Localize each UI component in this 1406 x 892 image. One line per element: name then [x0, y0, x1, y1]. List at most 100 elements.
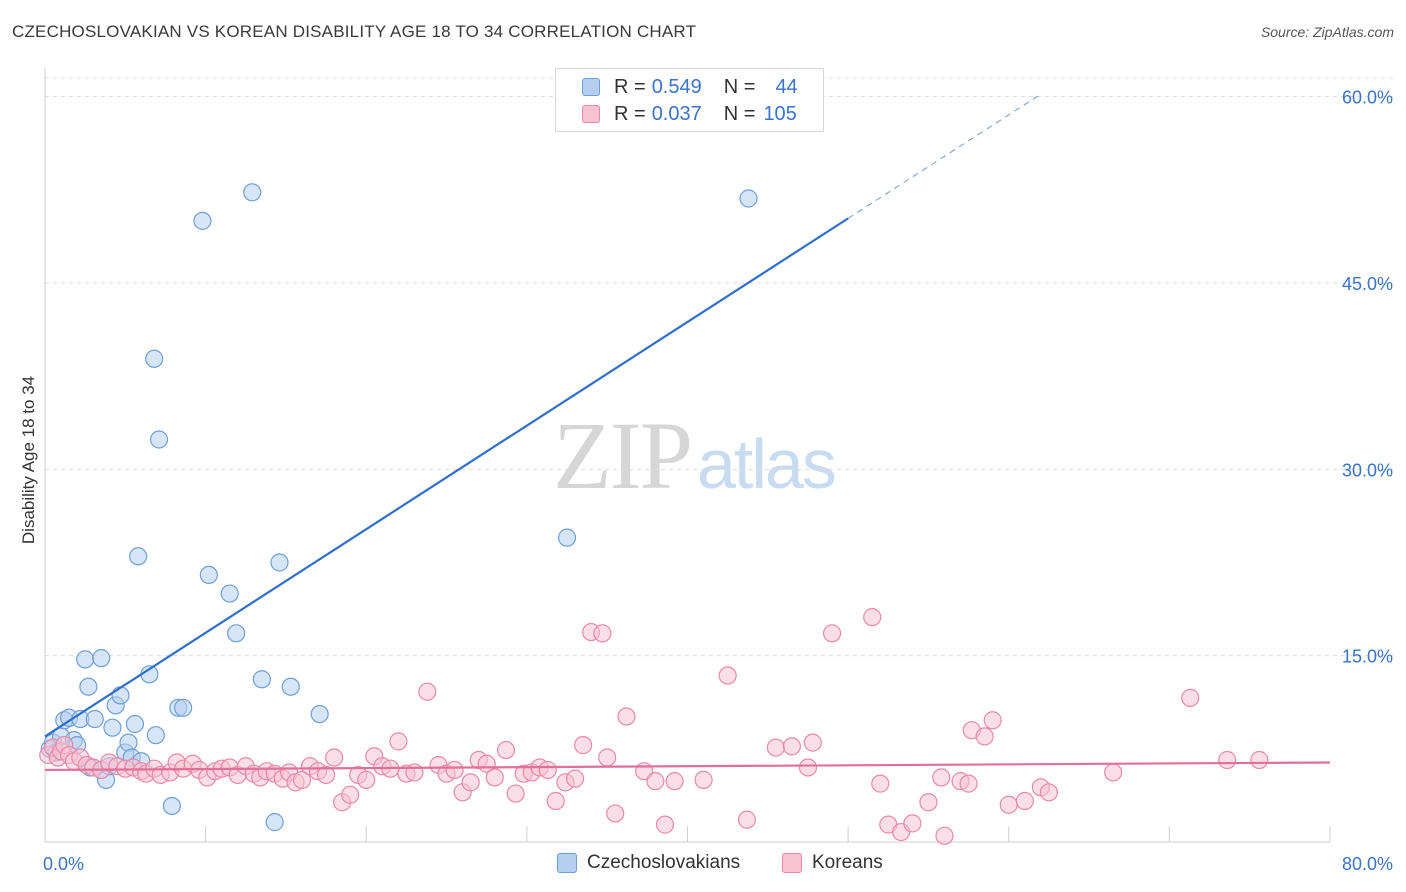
czechoslovakian-point	[92, 649, 111, 668]
korean-point	[316, 765, 336, 785]
korean-point	[598, 748, 617, 767]
korean-point	[822, 624, 842, 643]
series-legend: Czechoslovakians Koreans	[0, 852, 1406, 876]
czechoslovakian-point	[129, 547, 148, 566]
czechoslovakian-point	[174, 698, 193, 717]
czechoslovakian-point	[119, 733, 138, 752]
czechoslovakian-point	[162, 796, 181, 816]
czechoslovakian-point	[281, 677, 300, 696]
korean-point	[485, 768, 504, 787]
watermark-zip: ZIP	[553, 402, 693, 509]
korean-point	[803, 733, 822, 752]
korean-point	[389, 732, 408, 751]
korean-point	[932, 768, 951, 787]
korean-point	[506, 784, 525, 803]
korean-point	[405, 763, 424, 782]
czechoslovakian-points	[40, 183, 758, 832]
legend-r-label: R =	[614, 102, 646, 125]
legend-swatch-blue	[582, 78, 600, 96]
korean-point	[1218, 750, 1237, 770]
series-legend-koreans[interactable]: Koreans	[782, 852, 883, 874]
czechoslovakian-point	[265, 813, 284, 832]
korean-point	[919, 793, 938, 812]
korean-point	[292, 770, 312, 789]
korean-point	[418, 682, 437, 701]
czechoslovakian-point	[193, 211, 212, 230]
korean-point	[445, 760, 464, 780]
czechoslovakian-point	[310, 704, 329, 724]
korean-point	[646, 772, 665, 791]
y-tick-label: 45.0%	[1342, 274, 1393, 294]
x-tick-label-max: 80.0%	[1342, 854, 1393, 874]
czechoslovakian-point	[145, 349, 164, 368]
korean-point	[665, 772, 684, 791]
czechoslovakian-point	[149, 430, 169, 449]
legend-n-value: 105	[763, 102, 797, 125]
korean-point	[782, 737, 802, 756]
correlation-legend: R = 0.549 N = 44 R = 0.037 N = 105	[555, 68, 824, 132]
korean-point	[959, 774, 978, 793]
czechoslovakian-point	[111, 686, 130, 705]
korean-point	[737, 810, 757, 829]
watermark-atlas: atlas	[697, 425, 837, 503]
korean-point	[999, 795, 1018, 814]
czechoslovakian-point	[252, 670, 271, 689]
korean-point	[766, 738, 785, 757]
czechoslovakian-trend-extension	[847, 93, 1042, 219]
czechoslovakian-point	[220, 584, 239, 603]
czechoslovakian-point	[79, 677, 98, 696]
grid-lines	[45, 77, 1395, 657]
czechoslovakian-point	[85, 709, 104, 729]
korean-point	[1015, 791, 1034, 811]
series-legend-czechoslovakians[interactable]: Czechoslovakians	[557, 852, 740, 874]
korean-point	[871, 774, 890, 793]
korean-point	[863, 608, 882, 627]
axis-labels: 15.0% 30.0% 45.0% 60.0% 0.0% 80.0% Disability …	[19, 88, 1393, 874]
korean-point	[538, 760, 557, 780]
korean-point	[565, 769, 585, 788]
korean-point	[546, 791, 565, 811]
series-legend-label: Koreans	[812, 852, 883, 873]
czechoslovakian-point	[125, 714, 145, 734]
legend-r-label: R =	[614, 75, 646, 98]
korean-point	[357, 770, 376, 789]
korean-point	[718, 666, 737, 685]
korean-point	[903, 814, 922, 833]
korean-point	[983, 711, 1002, 730]
korean-point	[593, 624, 612, 643]
trend-lines	[44, 93, 1331, 772]
legend-r-value: 0.549	[651, 75, 702, 98]
y-axis-label: Disability Age 18 to 34	[19, 376, 38, 544]
czechoslovakian-point	[270, 553, 289, 572]
korean-point	[1181, 688, 1200, 707]
korean-point	[496, 740, 516, 760]
korean-point	[694, 770, 713, 789]
korean-point	[798, 758, 818, 777]
korean-point	[606, 804, 625, 823]
y-tick-label: 30.0%	[1342, 460, 1393, 480]
korean-point	[341, 785, 360, 804]
czechoslovakian-point	[103, 718, 122, 737]
korean-point	[461, 773, 480, 792]
czechoslovakian-point	[146, 726, 165, 745]
czechoslovakian-point	[227, 624, 246, 643]
chart-title: CZECHOSLOVAKIAN VS KOREAN DISABILITY AGE…	[12, 22, 697, 41]
x-tick-label-min: 0.0%	[43, 854, 84, 874]
korean-point	[655, 815, 675, 834]
czechoslovakian-point	[739, 189, 758, 208]
legend-row-koreans: R = 0.037 N = 105	[582, 101, 797, 127]
legend-n-label: N =	[723, 102, 756, 125]
legend-swatch-pink	[582, 105, 600, 123]
korean-trend-line	[44, 761, 1331, 772]
y-tick-label: 15.0%	[1342, 647, 1393, 667]
source-credit: Source: ZipAtlas.com	[1260, 24, 1394, 40]
y-tick-label: 60.0%	[1342, 88, 1393, 108]
watermark: ZIPatlas	[553, 400, 837, 511]
series-swatch-pink	[782, 853, 802, 873]
czechoslovakian-point	[243, 183, 262, 202]
series-swatch-blue	[557, 853, 577, 873]
czechoslovakian-point	[557, 528, 577, 547]
korean-point	[1250, 750, 1269, 770]
korean-point	[325, 748, 344, 767]
